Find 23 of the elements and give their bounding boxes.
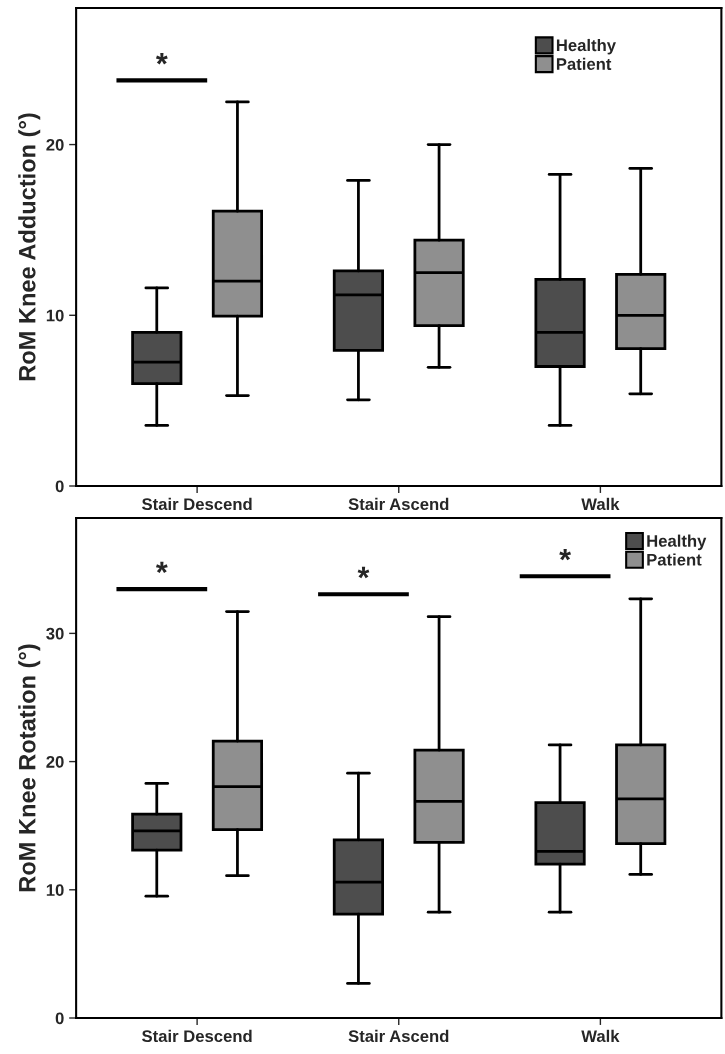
- x-tick-label: Stair Descend: [142, 1029, 252, 1043]
- y-axis-title: RoM Knee Rotation (°): [18, 644, 41, 892]
- legend-label: Patient: [556, 57, 612, 70]
- y-tick-label: 10: [46, 309, 64, 322]
- x-tick-label: Stair Descend: [142, 497, 252, 511]
- y-tick-label: 20: [46, 138, 64, 151]
- y-tick-label: 10: [46, 884, 64, 896]
- x-tick-label: Walk: [581, 1029, 620, 1043]
- x-tick-label: Stair Ascend: [348, 1029, 449, 1043]
- x-tick-label: Walk: [581, 497, 620, 511]
- y-tick-label: 30: [46, 627, 64, 640]
- legend-label: Healthy: [556, 38, 616, 55]
- y-axis-title: RoM Knee Adduction (°): [18, 113, 41, 381]
- annotation: *: [155, 53, 168, 65]
- annotation: *: [559, 548, 572, 561]
- y-tick-label: 20: [46, 755, 64, 768]
- y-tick-label: 0: [55, 480, 64, 493]
- legend-label: Patient: [647, 553, 702, 566]
- y-tick-label: 0: [55, 1012, 64, 1025]
- legend-label: Healthy: [647, 534, 707, 551]
- annotation: *: [155, 561, 168, 574]
- annotation: *: [357, 566, 370, 579]
- x-tick-label: Stair Ascend: [348, 497, 449, 511]
